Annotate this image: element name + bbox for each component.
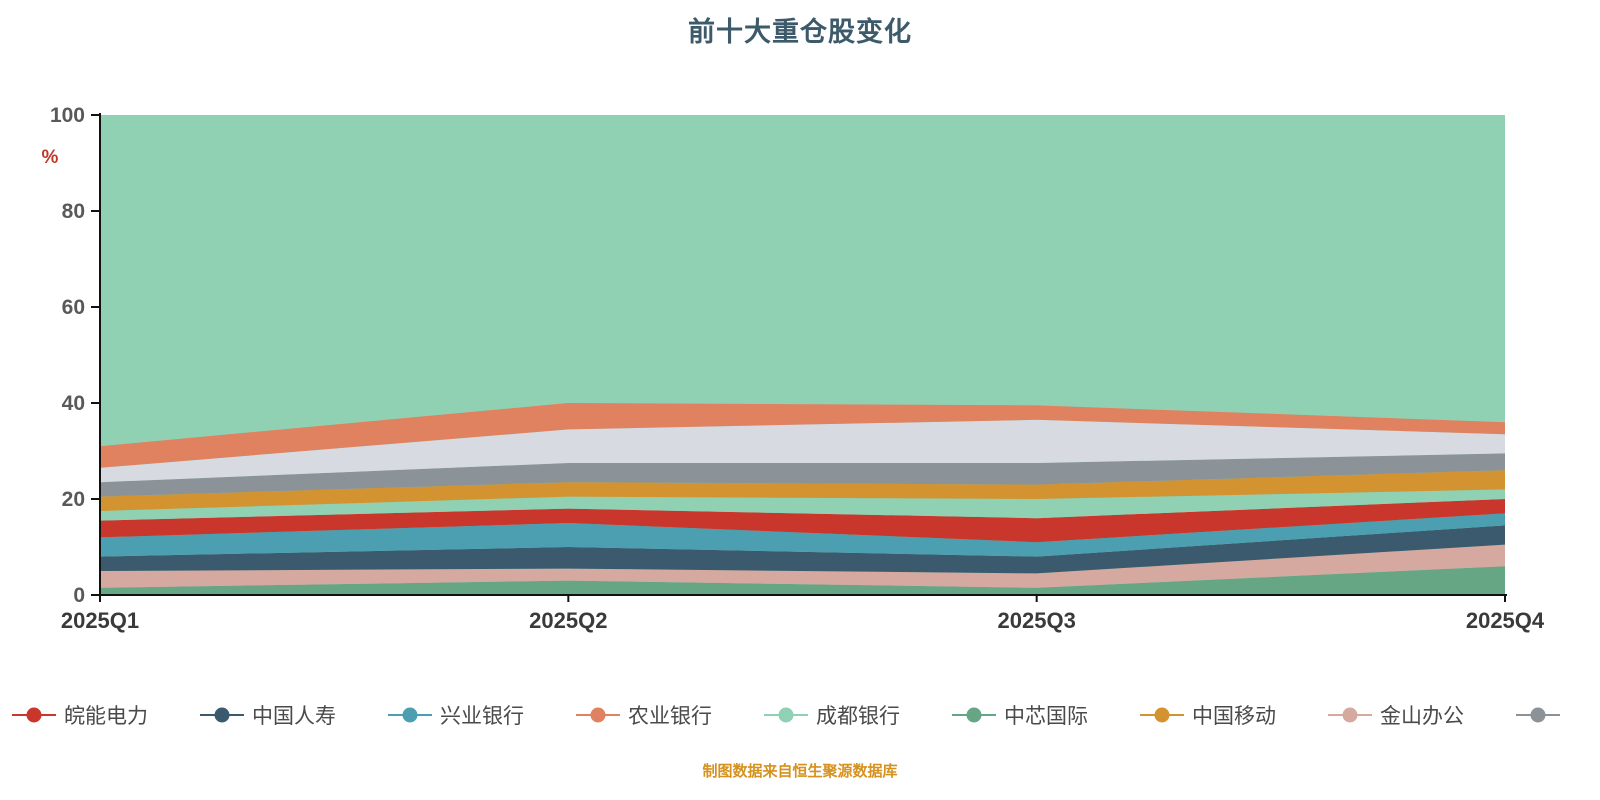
- x-axis-tick-label: 2025Q3: [998, 608, 1076, 633]
- legend-item-label: 中国人寿: [252, 705, 336, 728]
- holdings-stacked-area-chart: 0 20 40 60 80 100 2025Q1 2025Q2 2025Q3 2025Q4%: [42, 104, 1545, 633]
- area-series-3[interactable]: [100, 525, 1505, 574]
- area-series-6[interactable]: [100, 489, 1505, 521]
- chart-title: 前十大重仓股变化: [688, 17, 912, 47]
- y-axis-tick-label: 80: [62, 200, 85, 223]
- area-series-4[interactable]: [100, 513, 1505, 557]
- y-axis-tick-label: 20: [62, 488, 85, 511]
- y-axis-tick-label: 40: [62, 392, 85, 415]
- area-series-10[interactable]: [100, 403, 1505, 468]
- x-axis-tick-label: 2025Q4: [1466, 608, 1545, 633]
- legend-marker-icon: [1516, 707, 1560, 723]
- y-axis-tick-label: 100: [50, 104, 85, 127]
- legend-marker-icon: [1328, 707, 1372, 723]
- x-axis-tick-label: 2025Q1: [61, 608, 139, 633]
- legend-marker-icon: [200, 707, 244, 723]
- legend-marker-icon: [1140, 707, 1184, 723]
- area-series-5[interactable]: [100, 499, 1505, 543]
- legend-item-5[interactable]: 成都银行: [764, 700, 900, 730]
- legend-item-label: 皖能电力: [64, 705, 148, 728]
- legend-item-label: 农业银行: [628, 705, 712, 728]
- legend-item-1[interactable]: 皖能电力: [12, 700, 148, 730]
- y-axis-tick-label: 60: [62, 296, 85, 319]
- area-series-8[interactable]: [100, 453, 1505, 497]
- legend-item-label: 中芯国际: [1004, 705, 1088, 728]
- area-series-2[interactable]: [100, 544, 1505, 588]
- y-axis-unit-label: %: [42, 147, 59, 168]
- legend-marker-icon: [576, 707, 620, 723]
- legend-item-label: 金山办公: [1380, 705, 1464, 728]
- area-series-7[interactable]: [100, 470, 1505, 511]
- area-series-1[interactable]: [100, 566, 1505, 595]
- legend-item-7[interactable]: 中国移动: [1140, 700, 1276, 730]
- legend-item-2[interactable]: 中国人寿: [200, 700, 336, 730]
- data-source-note: 制图数据来自恒生聚源数据库: [702, 763, 898, 780]
- legend-marker-icon: [764, 707, 808, 723]
- legend-item-3[interactable]: 兴业银行: [388, 700, 524, 730]
- x-axis-tick-label: 2025Q2: [529, 608, 607, 633]
- legend-item-6[interactable]: 中芯国际: [952, 700, 1088, 730]
- legend-item-label: 成都银行: [816, 705, 900, 728]
- legend-marker-icon: [952, 707, 996, 723]
- legend-item-4[interactable]: 农业银行: [576, 700, 712, 730]
- legend-marker-icon: [12, 707, 56, 723]
- legend-item-label: 中国移动: [1192, 705, 1276, 728]
- legend-item-label: 兴业银行: [440, 705, 524, 728]
- area-series-9[interactable]: [100, 419, 1505, 483]
- legend-item-8[interactable]: 金山办公: [1328, 700, 1464, 730]
- legend-marker-icon: [388, 707, 432, 723]
- y-axis-tick-label: 0: [73, 584, 85, 607]
- legend-item-9[interactable]: [1516, 707, 1568, 723]
